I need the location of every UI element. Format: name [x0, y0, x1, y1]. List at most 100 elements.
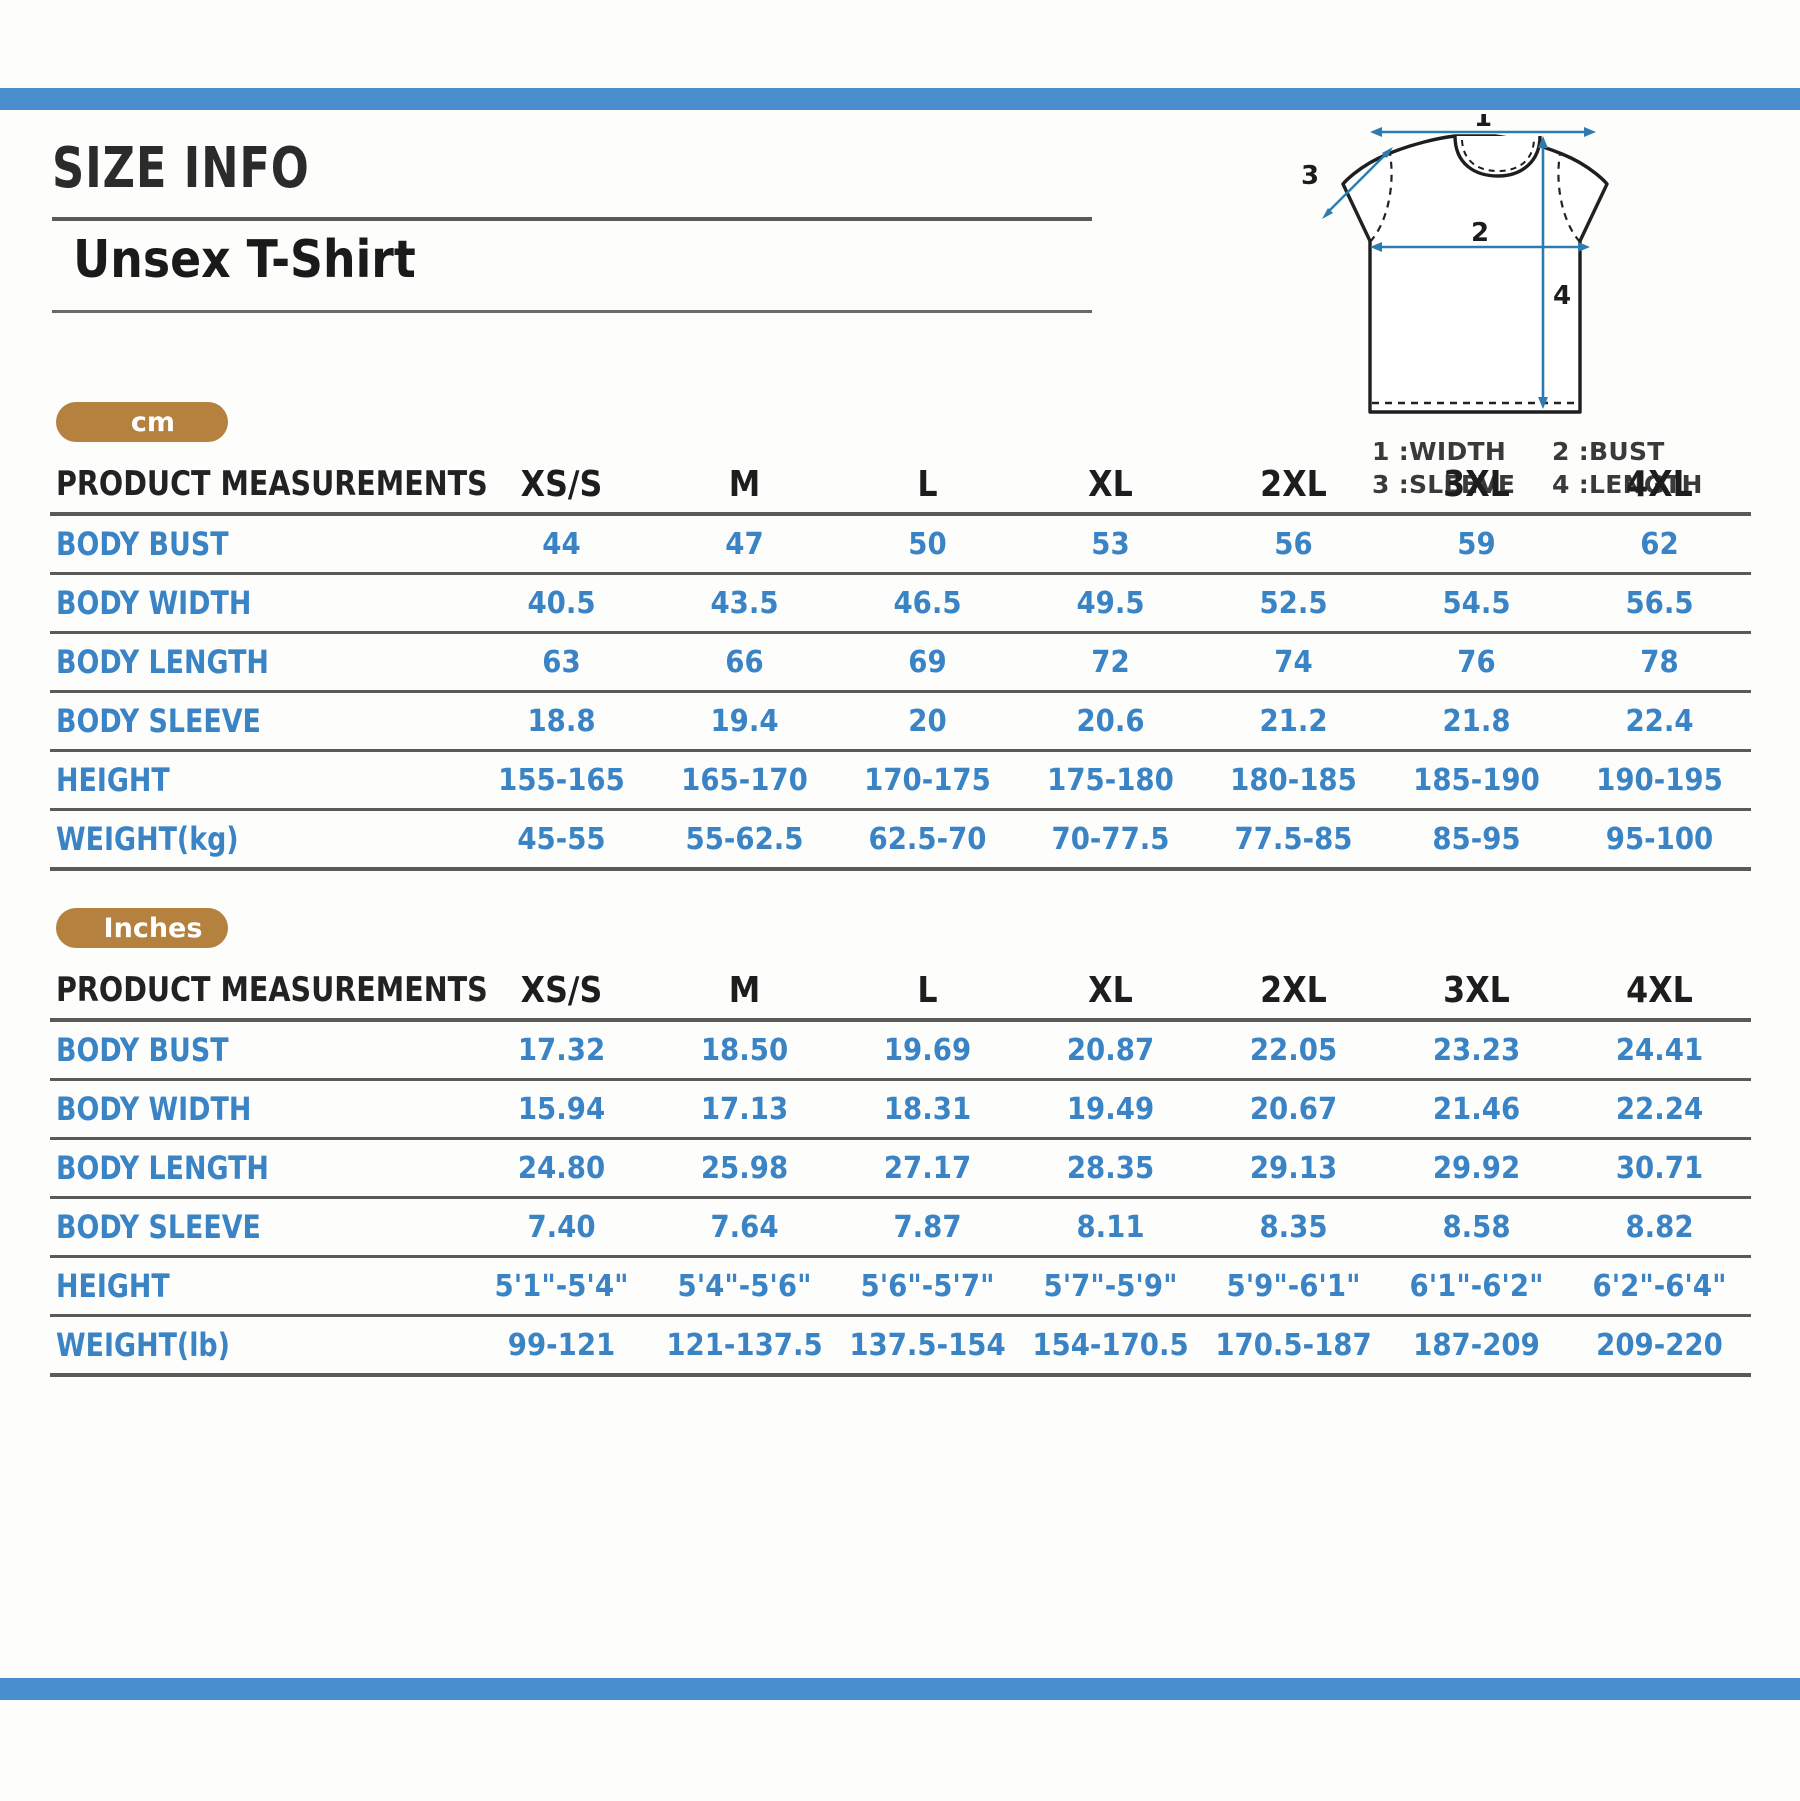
table-cell: 49.5 — [1019, 573, 1202, 634]
bottom-accent-bar — [0, 1678, 1800, 1700]
table-cell: 66 — [653, 632, 836, 693]
table-cell: 59 — [1385, 514, 1568, 575]
cell-value: 190-195 — [1596, 762, 1723, 798]
table-cell: 20.67 — [1202, 1079, 1385, 1140]
table-cell: 21.46 — [1385, 1079, 1568, 1140]
cell-value: 53 — [1091, 526, 1130, 562]
row-label-text: WEIGHT(lb) — [56, 1326, 230, 1364]
cell-value: 85-95 — [1432, 821, 1521, 857]
top-accent-bar — [0, 88, 1800, 110]
table-cell: 69 — [836, 632, 1019, 693]
cell-value: 46.5 — [893, 585, 962, 621]
cell-value: 175-180 — [1047, 762, 1174, 798]
cell-value: 62 — [1640, 526, 1679, 562]
cell-value: 76 — [1457, 644, 1496, 680]
table-row: HEIGHT 5'1"-5'4" 5'4"-5'6" 5'6"-5'7" 5'7… — [50, 1256, 1751, 1317]
table-cell: 137.5-154 — [836, 1315, 1019, 1377]
table-cell: 5'9"-6'1" — [1202, 1256, 1385, 1317]
table-cell: 21.2 — [1202, 691, 1385, 752]
table-cell: 185-190 — [1385, 750, 1568, 811]
table-cell: 5'7"-5'9" — [1019, 1256, 1202, 1317]
cell-value: 20 — [908, 703, 947, 739]
cell-value: 154-170.5 — [1032, 1327, 1189, 1363]
table-cell: 175-180 — [1019, 750, 1202, 811]
cell-value: 30.71 — [1615, 1150, 1704, 1186]
cell-value: 55-62.5 — [685, 821, 804, 857]
cell-value: 27.17 — [883, 1150, 972, 1186]
cell-value: 45-55 — [517, 821, 606, 857]
table-cell: 44 — [470, 514, 653, 575]
table-cell: 19.69 — [836, 1020, 1019, 1081]
table-cell: 46.5 — [836, 573, 1019, 634]
collar-outer — [1453, 135, 1542, 178]
inches-header-3xl-text: 3XL — [1443, 969, 1510, 1011]
cell-value: 137.5-154 — [849, 1327, 1006, 1363]
table-cell: 24.41 — [1568, 1020, 1751, 1081]
table-cell: 56.5 — [1568, 573, 1751, 634]
row-label-text: BODY WIDTH — [56, 1090, 252, 1128]
table-cell: 17.13 — [653, 1079, 836, 1140]
cell-value: 69 — [908, 644, 947, 680]
table-cell: 19.4 — [653, 691, 836, 752]
inches-header-4xl-text: 4XL — [1626, 969, 1693, 1011]
row-label-cell: HEIGHT — [50, 750, 470, 811]
table-cell: 62 — [1568, 514, 1751, 575]
table-cell: 5'6"-5'7" — [836, 1256, 1019, 1317]
cell-value: 43.5 — [710, 585, 779, 621]
table-cell: 23.23 — [1385, 1020, 1568, 1081]
table-cell: 30.71 — [1568, 1138, 1751, 1199]
table-cell: 165-170 — [653, 750, 836, 811]
cell-value: 49.5 — [1076, 585, 1145, 621]
table-cell: 20.87 — [1019, 1020, 1202, 1081]
inches-header-xl-text: XL — [1088, 969, 1133, 1011]
table-cell: 187-209 — [1385, 1315, 1568, 1377]
row-label-cell: BODY BUST — [50, 1020, 470, 1081]
cell-value: 7.40 — [527, 1209, 596, 1245]
cell-value: 25.98 — [700, 1150, 789, 1186]
cell-value: 22.24 — [1615, 1091, 1704, 1127]
table-cell: 7.87 — [836, 1197, 1019, 1258]
cell-value: 21.46 — [1432, 1091, 1521, 1127]
table-cell: 85-95 — [1385, 809, 1568, 871]
cell-value: 8.58 — [1442, 1209, 1511, 1245]
cell-value: 5'4"-5'6" — [677, 1268, 812, 1304]
cell-value: 66 — [725, 644, 764, 680]
row-label-cell: HEIGHT — [50, 1256, 470, 1317]
table-row: BODY BUST 44 47 50 53 56 59 62 — [50, 514, 1751, 575]
table-cell: 155-165 — [470, 750, 653, 811]
table-cell: 20.6 — [1019, 691, 1202, 752]
cm-header-3xl: 3XL — [1385, 456, 1568, 516]
table-cell: 20 — [836, 691, 1019, 752]
table-cell: 62.5-70 — [836, 809, 1019, 871]
header-block: SIZE INFO Unsex T-Shirt — [52, 139, 1092, 314]
table-cell: 7.40 — [470, 1197, 653, 1258]
table-cell: 43.5 — [653, 573, 836, 634]
cell-value: 5'9"-6'1" — [1226, 1268, 1361, 1304]
cell-value: 18.31 — [883, 1091, 972, 1127]
table-cell: 47 — [653, 514, 836, 575]
cell-value: 78 — [1640, 644, 1679, 680]
cell-value: 63 — [542, 644, 581, 680]
table-cell: 27.17 — [836, 1138, 1019, 1199]
cell-value: 22.4 — [1625, 703, 1694, 739]
cell-value: 155-165 — [498, 762, 625, 798]
cell-value: 56 — [1274, 526, 1313, 562]
cell-value: 6'1"-6'2" — [1409, 1268, 1544, 1304]
table-cell: 18.50 — [653, 1020, 836, 1081]
measure-4-arrow-top — [1538, 136, 1548, 148]
table-cell: 52.5 — [1202, 573, 1385, 634]
table-row: WEIGHT(kg) 45-55 55-62.5 62.5-70 70-77.5… — [50, 809, 1751, 871]
cell-value: 18.50 — [700, 1032, 789, 1068]
cm-header-4xl-text: 4XL — [1626, 463, 1693, 505]
cell-value: 44 — [542, 526, 581, 562]
inches-header-xl: XL — [1019, 962, 1202, 1022]
cm-header-xs-s-text: XS/S — [520, 463, 603, 505]
cell-value: 18.8 — [527, 703, 596, 739]
cell-value: 19.49 — [1066, 1091, 1155, 1127]
inches-header-l-text: L — [917, 969, 938, 1011]
table-row: BODY WIDTH 15.94 17.13 18.31 19.49 20.67… — [50, 1079, 1751, 1140]
cell-value: 19.69 — [883, 1032, 972, 1068]
table-row: BODY LENGTH 63 66 69 72 74 76 78 — [50, 632, 1751, 693]
cell-value: 209-220 — [1596, 1327, 1723, 1363]
table-cell: 180-185 — [1202, 750, 1385, 811]
